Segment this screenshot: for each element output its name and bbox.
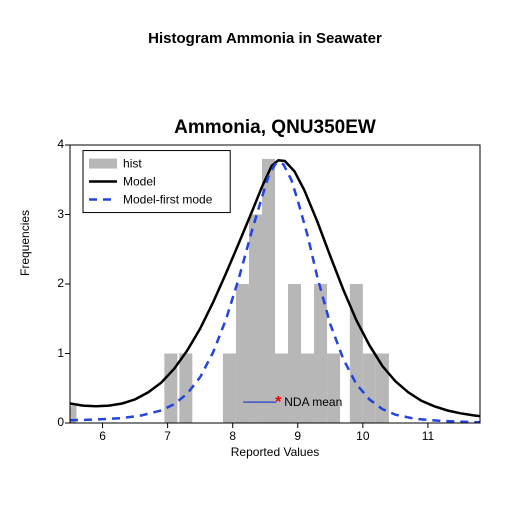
chart-svg: *NDA mean hist Model Model-first mode — [0, 0, 530, 517]
ylabel: Frequencies — [18, 210, 32, 276]
legend-label: Model — [123, 175, 156, 189]
nda-mean-label: NDA mean — [284, 395, 342, 409]
hist-bar — [164, 354, 177, 424]
xtick-label: 9 — [288, 429, 308, 443]
xtick-label: 8 — [223, 429, 243, 443]
legend-label: Model-first mode — [123, 193, 213, 207]
hist-bar — [275, 354, 288, 424]
ytick-label: 3 — [46, 207, 64, 221]
xtick-label: 7 — [158, 429, 178, 443]
legend-sample-hist — [89, 159, 117, 169]
xtick-label: 10 — [353, 429, 373, 443]
ytick-label: 4 — [46, 137, 64, 151]
hist-bar — [327, 354, 340, 424]
hist-bar — [350, 284, 363, 423]
hist-bar — [301, 354, 314, 424]
hist-bar — [262, 159, 275, 423]
xlabel: Reported Values — [70, 445, 480, 459]
xtick-label: 6 — [93, 429, 113, 443]
ytick-label: 2 — [46, 276, 64, 290]
hist-bar — [363, 354, 376, 424]
legend-label: hist — [123, 157, 142, 171]
nda-mean-star: * — [275, 394, 282, 411]
ytick-label: 1 — [46, 346, 64, 360]
ytick-label: 0 — [46, 415, 64, 429]
chart-title: Ammonia, QNU350EW — [70, 117, 480, 139]
hist-bar — [249, 215, 262, 424]
hist-bar — [223, 354, 236, 424]
xtick-label: 11 — [418, 429, 438, 443]
ammonia-chart: *NDA mean hist Model Model-first mode Ammoni… — [0, 0, 530, 517]
